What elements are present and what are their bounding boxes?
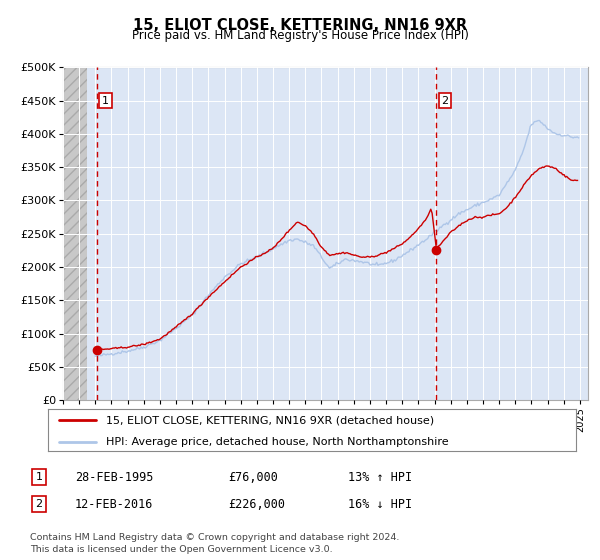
Text: 1: 1 bbox=[35, 472, 43, 482]
Text: 13% ↑ HPI: 13% ↑ HPI bbox=[348, 470, 412, 484]
Text: 2: 2 bbox=[442, 96, 448, 105]
Text: Contains HM Land Registry data © Crown copyright and database right 2024.: Contains HM Land Registry data © Crown c… bbox=[30, 533, 400, 542]
Text: 15, ELIOT CLOSE, KETTERING, NN16 9XR (detached house): 15, ELIOT CLOSE, KETTERING, NN16 9XR (de… bbox=[106, 416, 434, 426]
Text: £226,000: £226,000 bbox=[228, 497, 285, 511]
Text: 16% ↓ HPI: 16% ↓ HPI bbox=[348, 497, 412, 511]
Text: £76,000: £76,000 bbox=[228, 470, 278, 484]
Text: 2: 2 bbox=[35, 499, 43, 509]
Text: This data is licensed under the Open Government Licence v3.0.: This data is licensed under the Open Gov… bbox=[30, 545, 332, 554]
Text: 1: 1 bbox=[102, 96, 109, 105]
Text: Price paid vs. HM Land Registry's House Price Index (HPI): Price paid vs. HM Land Registry's House … bbox=[131, 29, 469, 42]
Text: HPI: Average price, detached house, North Northamptonshire: HPI: Average price, detached house, Nort… bbox=[106, 437, 449, 447]
Text: 12-FEB-2016: 12-FEB-2016 bbox=[75, 497, 154, 511]
Bar bbox=[63, 67, 87, 400]
Text: 28-FEB-1995: 28-FEB-1995 bbox=[75, 470, 154, 484]
Text: 15, ELIOT CLOSE, KETTERING, NN16 9XR: 15, ELIOT CLOSE, KETTERING, NN16 9XR bbox=[133, 18, 467, 33]
